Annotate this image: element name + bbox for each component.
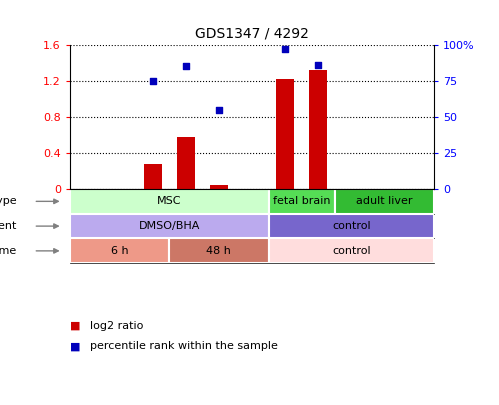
Text: control: control [332, 246, 371, 256]
Text: log2 ratio: log2 ratio [90, 321, 143, 331]
Bar [210, 185, 228, 189]
Bar [70, 239, 169, 263]
Point [182, 63, 190, 69]
Text: cell type: cell type [0, 196, 17, 207]
Text: ■: ■ [70, 321, 80, 331]
Bar [169, 239, 268, 263]
Bar [268, 239, 434, 263]
Text: percentile rank within the sample: percentile rank within the sample [90, 341, 278, 351]
Point [149, 77, 157, 84]
Text: agent: agent [0, 221, 17, 231]
Text: time: time [0, 246, 17, 256]
Bar [268, 189, 335, 214]
Text: fetal brain: fetal brain [273, 196, 330, 207]
Text: 48 h: 48 h [207, 246, 232, 256]
Title: GDS1347 / 4292: GDS1347 / 4292 [195, 27, 309, 40]
Bar [335, 189, 434, 214]
Bar [70, 214, 268, 239]
Text: control: control [332, 221, 371, 231]
Point [215, 106, 223, 113]
Bar [70, 189, 268, 214]
Bar [177, 136, 195, 189]
Bar [309, 70, 327, 189]
Bar [144, 164, 162, 189]
Text: ■: ■ [70, 341, 80, 351]
Text: adult liver: adult liver [356, 196, 413, 207]
Point [281, 46, 289, 52]
Text: DMSO/BHA: DMSO/BHA [139, 221, 200, 231]
Text: MSC: MSC [157, 196, 182, 207]
Point [314, 62, 322, 68]
Text: 6 h: 6 h [111, 246, 128, 256]
Bar [268, 214, 434, 239]
Bar [276, 79, 294, 189]
